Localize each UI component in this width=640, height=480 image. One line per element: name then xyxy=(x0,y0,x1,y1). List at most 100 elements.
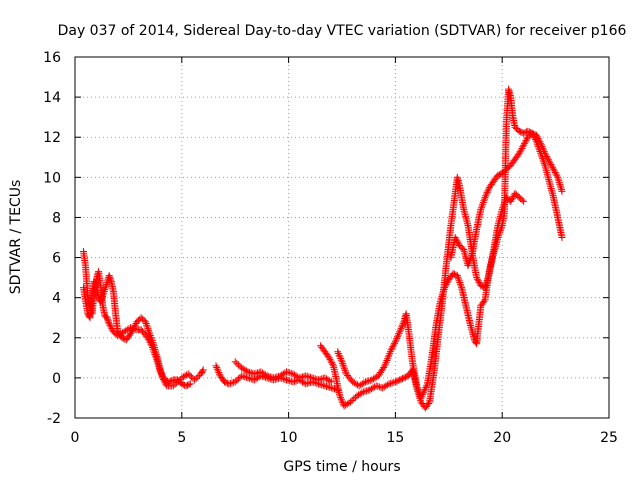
data-point-marker xyxy=(544,154,551,162)
data-point-marker xyxy=(100,287,108,295)
series-c xyxy=(212,362,342,394)
data-point-marker xyxy=(341,366,349,374)
data-point-marker xyxy=(540,148,548,156)
data-point-marker xyxy=(477,205,485,213)
data-point-marker xyxy=(479,200,487,208)
data-point-marker xyxy=(558,187,566,195)
data-point-marker xyxy=(105,318,113,326)
data-point-marker xyxy=(148,337,156,345)
data-point-marker xyxy=(222,379,230,387)
data-point-marker xyxy=(103,314,111,322)
data-point-marker xyxy=(186,380,194,388)
y-tick-label: 14 xyxy=(43,90,61,106)
data-point-marker xyxy=(107,323,115,331)
data-point-marker xyxy=(146,330,154,338)
data-point-marker xyxy=(521,138,529,146)
data-point-marker xyxy=(537,139,545,147)
data-point-marker xyxy=(466,256,474,264)
data-point-marker xyxy=(337,356,345,364)
chart-title: Day 037 of 2014, Sidereal Day-to-day VTE… xyxy=(58,23,627,39)
x-axis-label: GPS time / hours xyxy=(283,459,400,475)
data-point-marker xyxy=(419,390,427,398)
data-point-marker xyxy=(465,258,473,266)
data-point-marker xyxy=(148,335,156,343)
data-point-marker xyxy=(213,364,221,371)
data-point-marker xyxy=(454,273,462,281)
data-point-marker xyxy=(145,328,153,336)
data-point-marker xyxy=(549,164,557,172)
data-points xyxy=(80,85,566,412)
data-point-marker xyxy=(534,134,542,142)
x-tick-label: 5 xyxy=(177,430,186,446)
data-point-marker xyxy=(231,378,239,386)
data-point-marker xyxy=(149,338,157,346)
data-point-marker xyxy=(336,392,344,400)
data-point-marker xyxy=(545,157,553,165)
data-point-marker xyxy=(538,143,546,151)
data-point-marker xyxy=(395,329,403,337)
data-point-marker xyxy=(551,169,559,176)
data-point-marker xyxy=(473,274,481,282)
data-point-marker xyxy=(212,362,220,370)
data-point-marker xyxy=(468,251,476,259)
data-point-marker xyxy=(334,348,342,356)
data-point-marker xyxy=(342,368,350,376)
data-point-marker xyxy=(554,173,562,181)
data-point-marker xyxy=(399,375,406,383)
data-point-marker xyxy=(215,369,223,376)
data-point-marker xyxy=(161,379,169,387)
data-point-marker xyxy=(384,355,392,363)
series-d xyxy=(231,358,335,386)
data-point-marker xyxy=(441,284,448,292)
data-point-marker xyxy=(98,294,106,302)
data-point-marker xyxy=(494,171,502,179)
data-point-marker xyxy=(520,197,528,205)
data-point-marker xyxy=(329,360,337,368)
data-point-marker xyxy=(485,185,493,193)
data-point-marker xyxy=(453,272,461,280)
data-point-marker xyxy=(103,279,111,287)
data-point-marker xyxy=(457,282,465,290)
data-point-marker xyxy=(387,346,395,354)
data-point-marker xyxy=(483,190,490,198)
data-point-marker xyxy=(413,384,421,392)
data-point-marker xyxy=(497,225,505,233)
data-point-marker xyxy=(147,333,155,341)
data-point-marker xyxy=(174,377,182,385)
data-point-marker xyxy=(198,367,206,375)
data-point-marker xyxy=(437,294,445,302)
y-axis-label: SDTVAR / TECUs xyxy=(8,180,24,295)
data-point-marker xyxy=(541,149,549,157)
y-tick-label: 6 xyxy=(52,251,61,267)
data-point-marker xyxy=(187,373,195,381)
data-point-marker xyxy=(337,394,345,402)
data-point-marker xyxy=(547,161,555,168)
data-point-marker xyxy=(439,289,447,297)
data-point-marker xyxy=(496,227,504,235)
data-point-marker xyxy=(535,136,543,144)
data-point-marker xyxy=(548,162,556,170)
data-point-marker xyxy=(394,377,402,385)
data-point-marker xyxy=(99,293,106,300)
data-point-marker xyxy=(128,326,136,334)
data-point-marker xyxy=(242,367,250,375)
data-point-marker xyxy=(143,321,151,329)
data-point-marker xyxy=(419,389,427,397)
data-point-marker xyxy=(540,160,548,168)
data-point-marker xyxy=(398,323,406,331)
series-b xyxy=(80,272,207,390)
data-point-marker xyxy=(192,374,200,382)
data-point-marker xyxy=(105,320,113,328)
data-point-marker xyxy=(231,358,239,366)
data-point-marker xyxy=(475,278,483,286)
data-point-marker xyxy=(185,381,193,389)
x-tick-label: 25 xyxy=(600,430,618,446)
data-point-marker xyxy=(380,364,388,371)
data-point-marker xyxy=(558,234,566,241)
y-tick-label: 10 xyxy=(43,170,61,186)
data-point-marker xyxy=(467,255,474,263)
data-point-marker xyxy=(536,138,544,146)
y-tick-label: 4 xyxy=(52,291,61,307)
data-point-marker xyxy=(391,338,399,346)
data-point-marker xyxy=(509,194,516,202)
